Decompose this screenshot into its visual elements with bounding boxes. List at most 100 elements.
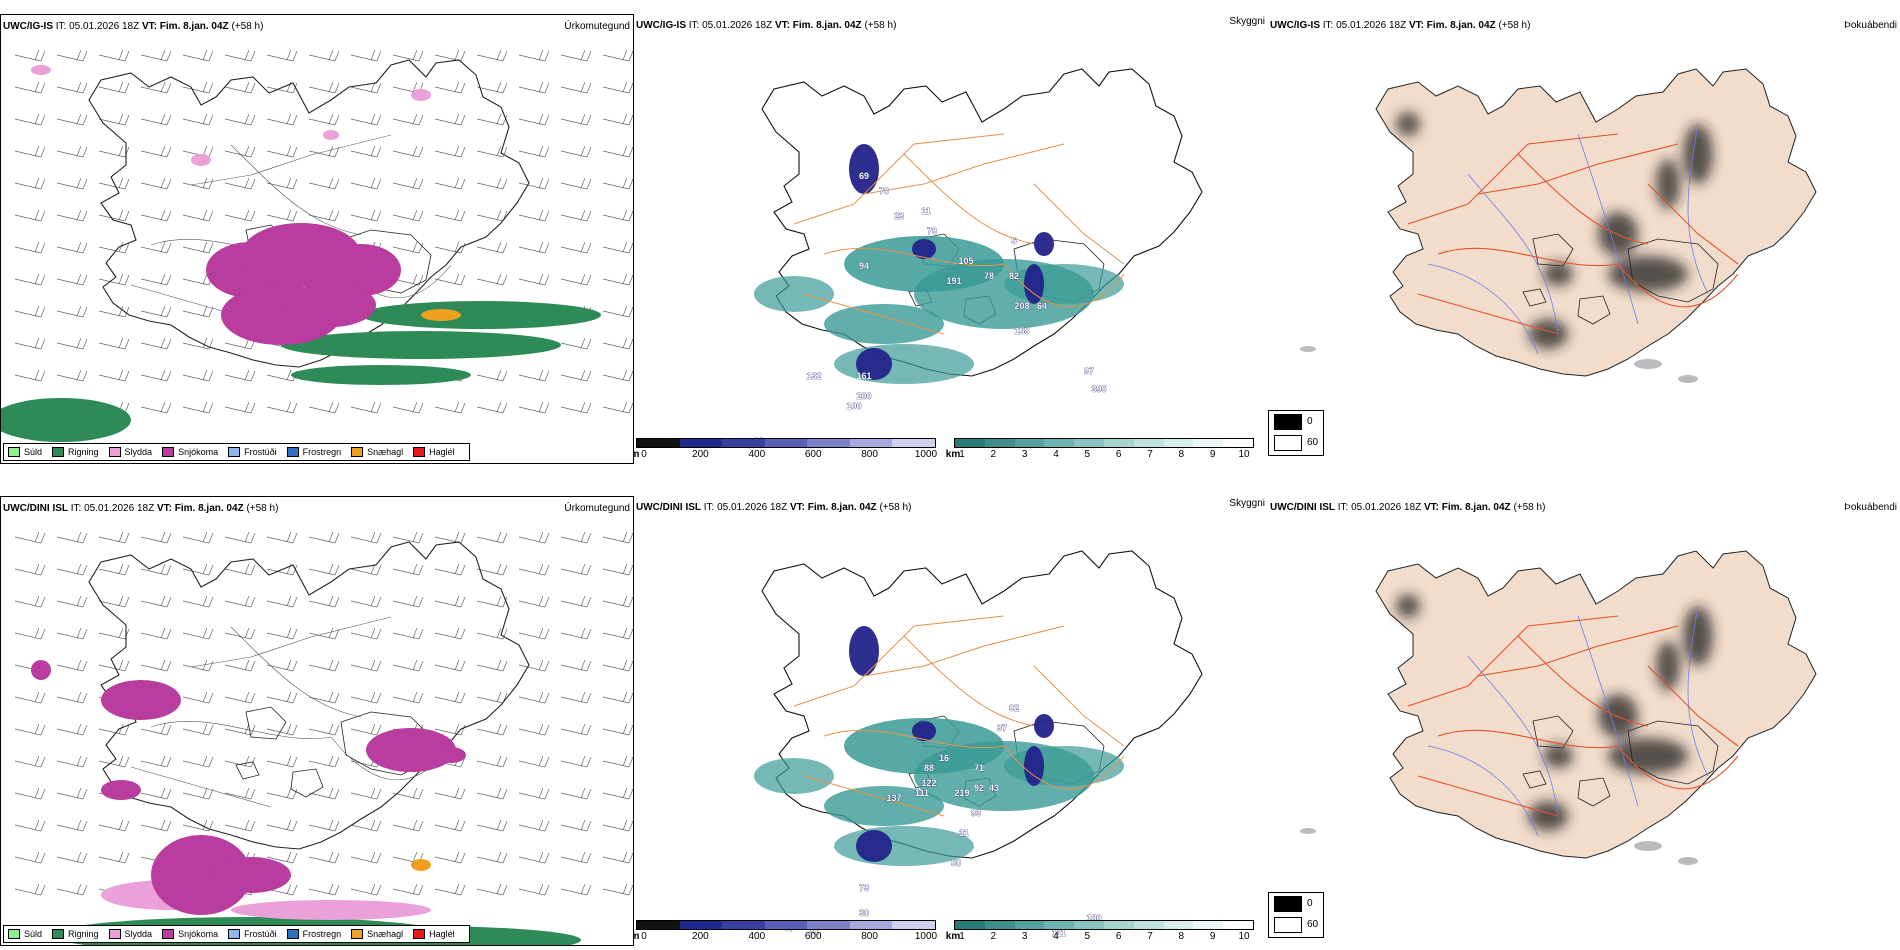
fog-legend-row2: 0 60 (1268, 892, 1324, 938)
colorbar-tick-label: 400 (748, 931, 766, 942)
cloud-base-label: 31 (959, 828, 969, 838)
colorbar-tick-label: 5 (1084, 931, 1091, 942)
colorbar-swatch (1103, 921, 1134, 929)
road-network (793, 615, 1125, 817)
precip-legend-label: Slydda (124, 929, 153, 939)
cloud-base-height-colorbar: 0 200 400 600 800 1000 m (634, 920, 938, 942)
colorbar-swatch (849, 439, 893, 447)
cloud-base-label: 94 (859, 261, 869, 271)
low-cloud-base-area (1024, 264, 1044, 304)
snow-area (436, 747, 466, 763)
precip-legend-item: Rigning (52, 929, 99, 939)
precip-legend-swatch (52, 929, 65, 939)
precip-legend-label: Snæhagl (367, 929, 404, 939)
snow-area (151, 835, 251, 915)
snow-area (101, 680, 181, 720)
colorbar-tick-label: 0 (641, 931, 647, 942)
cloud-base-label: 50 (951, 858, 961, 868)
colorbar-tick-label: 1 (959, 931, 965, 942)
precip-legend-label: Snjókoma (178, 447, 219, 457)
cloud-base-label: 82 (1009, 703, 1019, 713)
glacier-outline (1577, 777, 1611, 807)
precip-legend-swatch (228, 929, 241, 939)
precip-legend-swatch (413, 929, 426, 939)
cloud-base-label: 5 (1011, 236, 1016, 246)
colorbar-swatches (636, 438, 936, 448)
precip-legend-item: Frostúði (228, 447, 277, 457)
precip-legend-swatch (8, 929, 20, 939)
cloud-base-label: 97 (1084, 366, 1094, 376)
colorbar-tick-label: 200 (692, 449, 709, 460)
colorbar-ticks: 1 2 3 4 5 6 7 8 9 10 km (946, 930, 1254, 942)
rain-area (1, 398, 131, 442)
colorbar-swatch (764, 921, 808, 929)
colorbar-tick-label: 1 (959, 449, 965, 460)
precip-legend-label: Haglél (429, 447, 455, 457)
low-visibility-area (754, 758, 834, 794)
fog-legend-label: 60 (1307, 919, 1319, 930)
colorbar-tick-label: 600 (804, 931, 822, 942)
colorbar-swatch (984, 439, 1015, 447)
fog-shading (1396, 112, 1713, 349)
colorbar-tick-label: 7 (1147, 931, 1153, 942)
fog-legend-row1: 0 60 (1268, 410, 1324, 456)
colorbar-unit: km (945, 931, 961, 942)
colorbar-swatch (1044, 921, 1075, 929)
precip-legend-label: Rigning (68, 447, 99, 457)
colorbar-swatch (984, 921, 1015, 929)
cloud-base-label: 88 (924, 763, 934, 773)
colorbar-tick-label: 2 (990, 449, 997, 460)
precip-legend-item: Slydda (108, 929, 153, 939)
precip-legend-item: Snjókoma (162, 929, 218, 939)
river-network (1427, 605, 1709, 837)
visibility-colorbar: 1 2 3 4 5 6 7 8 9 10 km (946, 438, 1254, 460)
colorbar-swatch (807, 439, 850, 447)
panel-subtitle: Skyggni (1229, 16, 1265, 27)
colorbar-swatch (1074, 921, 1104, 929)
glacier-outline (1577, 295, 1611, 325)
cloud-base-label: 70 (879, 186, 889, 196)
snow-area (101, 780, 141, 800)
colorbar-tick-label: 6 (1115, 931, 1122, 942)
colorbar-swatch (1074, 439, 1104, 447)
colorbar-swatch (892, 439, 936, 447)
precip-legend-item: Slydda (108, 447, 153, 457)
colorbar-swatches (954, 920, 1254, 930)
colorbar-swatch (1193, 439, 1224, 447)
sleet-area (231, 900, 431, 920)
low-visibility-area (824, 786, 944, 826)
low-cloud-base-area (912, 239, 936, 259)
colorbar-ticks: 0 200 400 600 800 1000 m (634, 930, 938, 942)
colorbar-swatch (1044, 439, 1075, 447)
colorbar-swatch (1223, 439, 1253, 447)
cloud-base-label: 395 (1091, 384, 1106, 394)
snow-area (31, 660, 51, 680)
fog-map (1300, 550, 1817, 865)
fog-patch-offshore (1678, 375, 1698, 383)
low-visibility-area (754, 276, 834, 312)
colorbar-unit: m (634, 931, 640, 942)
colorbar-swatch (892, 921, 936, 929)
precip-legend-swatch (413, 447, 426, 457)
rain-area (281, 331, 561, 359)
iceland-coastline (88, 541, 530, 850)
precip-legend-item: Frostúði (228, 929, 277, 939)
precip-legend: Súld Rigning Slydda Snjókoma Frostúði Frostre… (3, 925, 470, 943)
cloud-base-label: 31 (809, 926, 819, 936)
snow-grains-area (421, 309, 461, 321)
glacier-outline (1522, 288, 1547, 307)
fog-map (1300, 68, 1817, 383)
colorbar-unit: m (634, 449, 640, 460)
colorbar-swatch (679, 439, 723, 447)
cloud-base-label: 111 (1052, 928, 1066, 938)
colorbar-tick-label: 400 (748, 449, 766, 460)
glacier-outline (1532, 715, 1574, 749)
colorbar-tick-label: 0 (641, 449, 647, 460)
precip-legend-swatch (351, 929, 364, 939)
low-cloud-base-area (849, 626, 879, 676)
precip-legend-swatch (286, 929, 299, 939)
colorbar-tick-label: 1000 (914, 931, 938, 942)
cloud-base-label: 158 (1014, 326, 1029, 336)
precip-legend-label: Slydda (124, 447, 153, 457)
sleet-area (411, 89, 431, 101)
